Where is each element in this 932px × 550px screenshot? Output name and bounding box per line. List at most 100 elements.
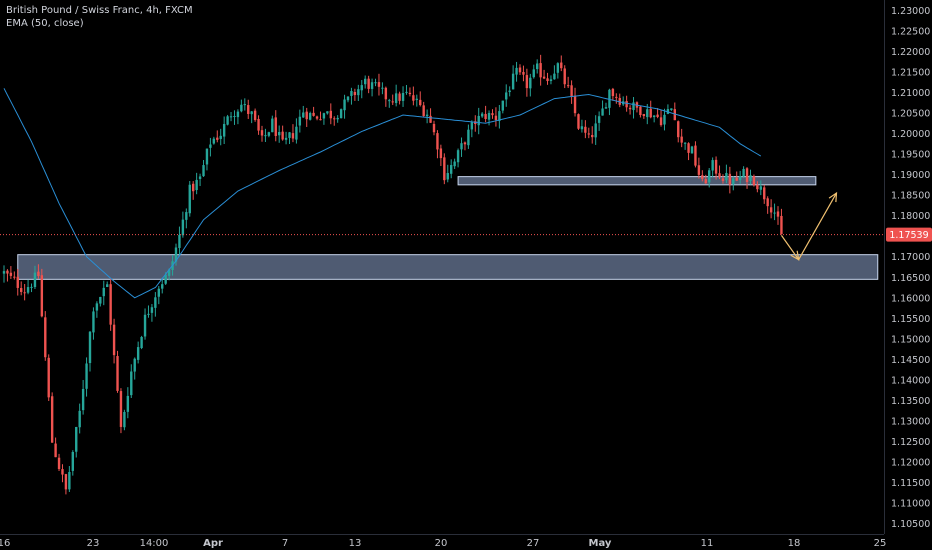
candle-body	[505, 92, 508, 100]
candle-body	[20, 288, 23, 292]
candle-body	[47, 357, 50, 398]
candle-body	[305, 111, 308, 120]
candle-body	[480, 113, 484, 117]
candle-body	[174, 247, 178, 262]
candle-body	[253, 110, 257, 121]
candle-body	[394, 93, 398, 103]
candle-body	[123, 411, 126, 428]
candle-body	[725, 172, 728, 181]
last-price-tag: 1.17539	[886, 227, 932, 242]
candle-body	[57, 457, 61, 470]
candle-body	[326, 111, 329, 114]
candle-body	[302, 112, 305, 118]
price-tick-label: 1.11500	[891, 478, 930, 489]
candle-body	[44, 317, 47, 358]
candle-body	[415, 98, 418, 100]
projection-arrowhead	[790, 250, 800, 261]
candle-body	[229, 116, 233, 118]
candle-body	[515, 67, 518, 75]
candle-body	[718, 173, 721, 178]
price-tick-label: 1.23000	[891, 6, 930, 17]
candle-body	[769, 207, 773, 213]
price-tick-label: 1.10500	[891, 519, 930, 530]
candle-body	[260, 130, 264, 136]
candle-body	[673, 109, 676, 121]
candle-body	[780, 215, 783, 235]
price-tick-label: 1.14500	[891, 355, 930, 366]
candle-body	[143, 314, 147, 337]
symbol-title[interactable]: British Pound / Swiss Franc, 4h, FXCM	[6, 5, 193, 16]
candle-layer	[2, 54, 783, 495]
candle-body	[697, 165, 701, 175]
candle-body	[381, 87, 384, 89]
candle-body	[2, 271, 6, 274]
candle-body	[288, 132, 291, 138]
price-tick-label: 1.11000	[891, 499, 930, 510]
candle-body	[405, 91, 408, 93]
candle-body	[157, 288, 160, 297]
candle-body	[315, 116, 319, 119]
candle-body	[271, 118, 274, 133]
candle-body	[336, 117, 339, 120]
candle-body	[364, 78, 367, 85]
candle-body	[388, 100, 391, 102]
candle-body	[463, 142, 467, 145]
candle-body	[652, 115, 656, 118]
candle-body	[683, 142, 687, 144]
candle-body	[498, 111, 501, 122]
candle-body	[732, 178, 735, 185]
candle-body	[198, 176, 202, 179]
candle-body	[308, 113, 312, 120]
candle-body	[247, 105, 250, 114]
candle-body	[202, 165, 205, 177]
candle-body	[240, 104, 243, 112]
time-tick-label: May	[589, 538, 612, 549]
candle-body	[501, 100, 504, 111]
candle-body	[680, 136, 683, 143]
candle-body	[222, 123, 226, 137]
resistance-zone[interactable]	[457, 176, 817, 186]
candle-body	[580, 126, 584, 130]
price-tick-label: 1.16500	[891, 273, 930, 284]
projection-arrowhead	[828, 191, 838, 203]
candle-body	[412, 95, 415, 101]
candle-body	[615, 96, 618, 98]
candle-body	[436, 133, 439, 150]
candle-body	[443, 157, 446, 181]
candle-body	[78, 410, 81, 428]
candle-body	[92, 311, 95, 333]
candle-body	[291, 133, 295, 139]
candle-body	[16, 276, 19, 288]
candle-body	[701, 175, 704, 179]
candle-body	[401, 92, 405, 101]
candle-body	[68, 472, 71, 490]
support-zone[interactable]	[17, 254, 879, 280]
candle-body	[88, 331, 92, 364]
candle-body	[216, 137, 219, 140]
candle-body	[508, 90, 511, 93]
candle-body	[164, 274, 167, 284]
candle-body	[319, 119, 322, 121]
candle-body	[81, 388, 85, 411]
candle-body	[597, 116, 601, 123]
candle-body	[639, 106, 642, 115]
candle-body	[553, 73, 556, 80]
candle-body	[85, 363, 88, 389]
time-axis[interactable]: 16 23 14:00 Apr 7 13 20 27 May 11 18 25	[0, 538, 886, 549]
candle-body	[522, 71, 525, 75]
price-tick-label: 1.18000	[891, 211, 930, 222]
indicator-label[interactable]: EMA (50, close)	[6, 18, 84, 29]
candle-body	[656, 114, 659, 117]
candle-body	[264, 135, 267, 137]
candle-body	[422, 105, 425, 117]
time-tick-label: 25	[874, 538, 887, 549]
candle-body	[109, 284, 112, 325]
candle-body	[570, 85, 573, 97]
candle-body	[353, 92, 357, 96]
candle-body	[219, 135, 222, 139]
zone-layer	[17, 176, 879, 280]
candle-body	[312, 112, 315, 116]
candle-body	[704, 179, 707, 184]
candle-body	[556, 63, 560, 73]
